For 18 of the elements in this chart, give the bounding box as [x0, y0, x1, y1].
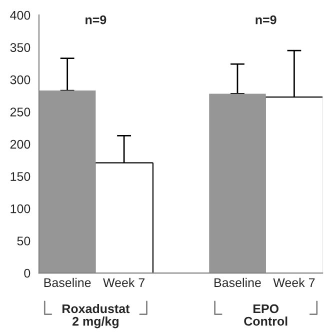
x-tick-label: Week 7 [103, 278, 145, 288]
x-tick-label: Baseline [44, 278, 91, 288]
text: Roxadustat 2 mg/kg [62, 304, 130, 328]
y-tick-label: 350 [10, 43, 30, 52]
x-tick-label: Week 7 [273, 278, 315, 288]
y-tick-label: 50 [17, 236, 30, 246]
bar [38, 90, 96, 274]
y-tick-label: 200 [10, 140, 30, 149]
y-tick-label: 400 [10, 10, 30, 20]
y-tick-label: 0 [24, 268, 30, 278]
y-tick-label: 150 [10, 172, 30, 181]
y-tick-label: 250 [10, 108, 30, 116]
text: EPO Control [244, 304, 288, 326]
annotation: n=9 [256, 15, 276, 24]
annotation: n=9 [86, 15, 106, 24]
y-tick-label: 100 [10, 204, 30, 214]
y-tick-label: 300 [10, 75, 30, 84]
x-tick-label: Baseline [214, 278, 261, 288]
